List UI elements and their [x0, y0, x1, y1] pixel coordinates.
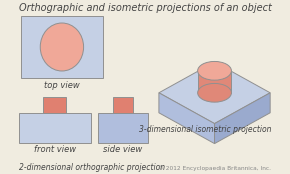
Text: 2-dimensional orthographic projection: 2-dimensional orthographic projection [19, 163, 165, 172]
Text: © 2012 Encyclopaedia Britannica, Inc.: © 2012 Encyclopaedia Britannica, Inc. [158, 165, 271, 171]
Bar [21, 16, 103, 78]
Polygon shape [159, 62, 270, 124]
Bar [19, 113, 91, 143]
Text: front view: front view [34, 145, 76, 155]
Polygon shape [159, 93, 215, 144]
Bar [98, 113, 148, 143]
Ellipse shape [198, 61, 231, 80]
Ellipse shape [198, 84, 231, 102]
Polygon shape [198, 71, 231, 93]
Text: Orthographic and isometric projections of an object: Orthographic and isometric projections o… [19, 3, 271, 13]
Circle shape [40, 23, 84, 71]
Polygon shape [215, 93, 270, 144]
Text: 3-dimensional isometric projection: 3-dimensional isometric projection [139, 125, 271, 135]
Bar [113, 97, 133, 113]
Text: side view: side view [103, 145, 142, 155]
Text: top view: top view [44, 81, 80, 89]
Bar [43, 97, 66, 113]
